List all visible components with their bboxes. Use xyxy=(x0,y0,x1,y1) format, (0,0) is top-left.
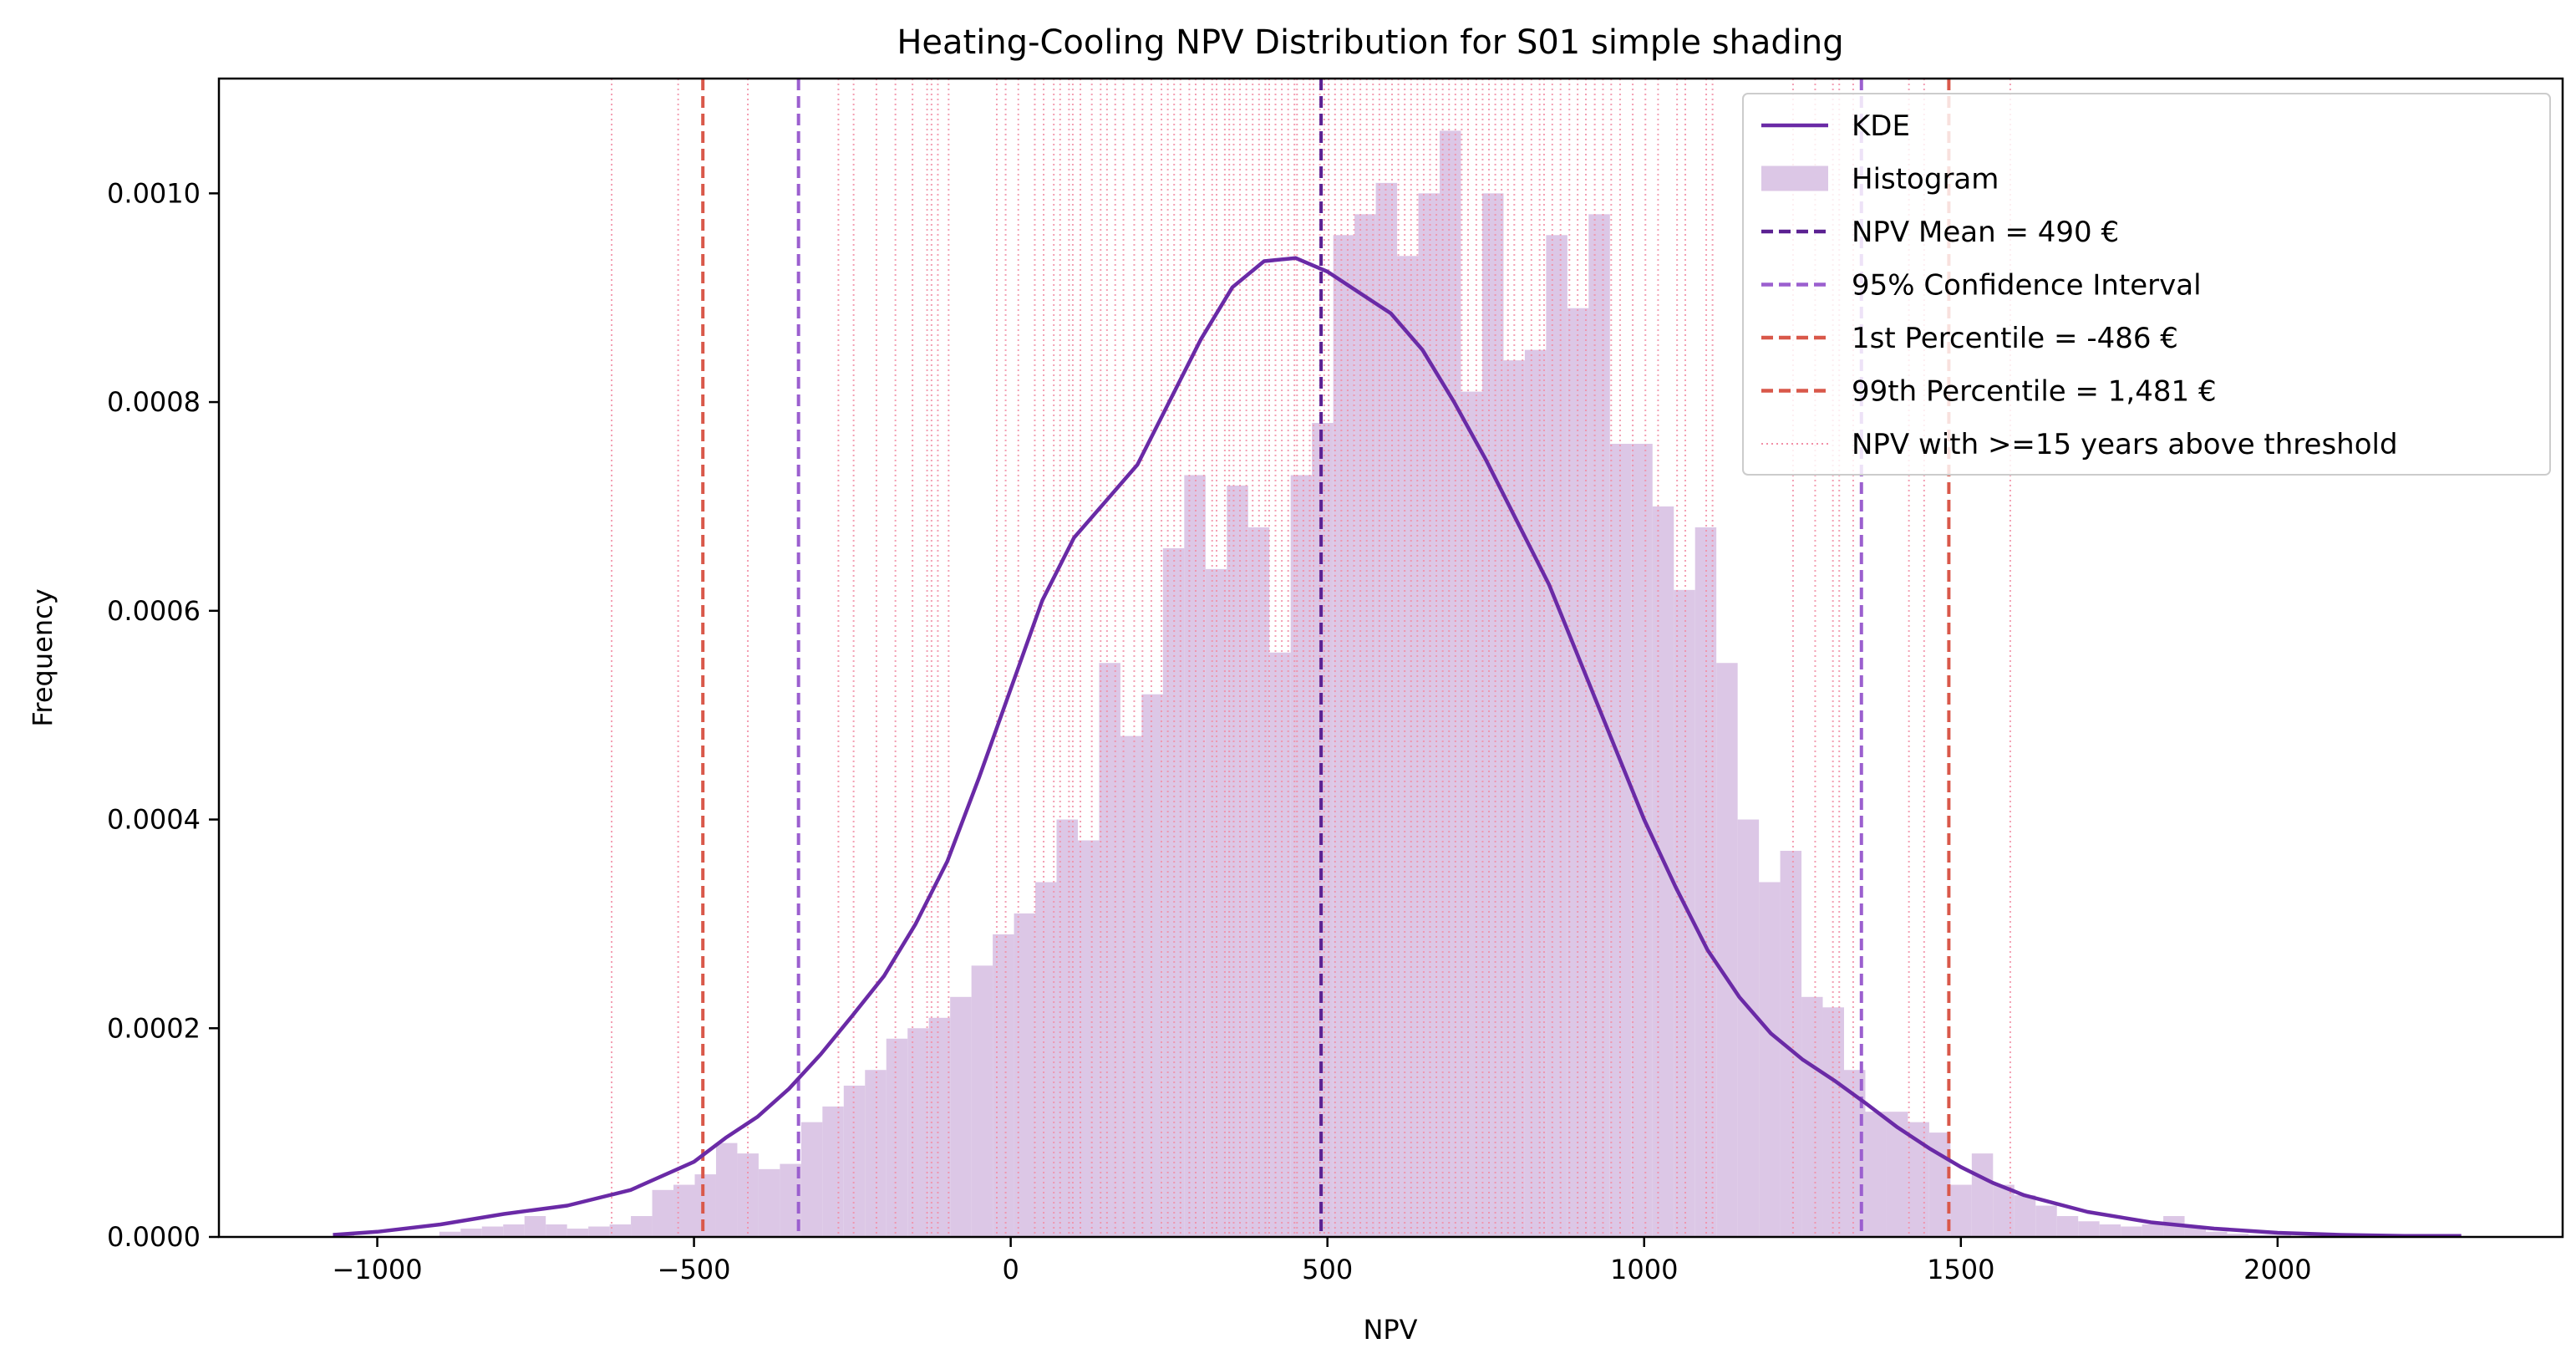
y-tick-label: 0.0002 xyxy=(107,1012,201,1044)
histogram-bar xyxy=(1737,819,1760,1237)
histogram-bar xyxy=(2035,1205,2057,1237)
chart-title: Heating-Cooling NPV Distribution for S01… xyxy=(897,23,1843,62)
legend-label: 1st Percentile = -486 € xyxy=(1852,322,2178,355)
histogram-bar xyxy=(1035,882,1057,1237)
histogram-bar xyxy=(1141,694,1163,1237)
y-tick-label: 0.0006 xyxy=(107,595,201,627)
histogram-bar xyxy=(1759,882,1781,1237)
y-tick-label: 0.0008 xyxy=(107,386,201,418)
histogram-bar xyxy=(1099,663,1120,1237)
histogram-bar xyxy=(588,1226,610,1237)
plot-area xyxy=(333,79,2462,1237)
histogram-bar xyxy=(1631,444,1653,1237)
x-tick-label: −500 xyxy=(658,1254,731,1285)
legend-box xyxy=(1742,93,2551,476)
legend-label: KDE xyxy=(1852,109,1910,143)
histogram-bar xyxy=(2078,1221,2100,1237)
histogram-bar xyxy=(1524,349,1547,1237)
histogram-bar xyxy=(2056,1216,2079,1237)
histogram-bar xyxy=(673,1184,695,1237)
legend-label: NPV Mean = 490 € xyxy=(1852,216,2119,249)
histogram-bar xyxy=(567,1229,589,1237)
histogram-bar xyxy=(460,1229,482,1237)
histogram-bar xyxy=(843,1085,866,1237)
histogram-bar xyxy=(2099,1224,2121,1237)
legend: KDE Histogram NPV Mean = 490 € 95% Confiden… xyxy=(1742,93,2551,476)
histogram-bar xyxy=(950,996,972,1237)
x-tick-label: 500 xyxy=(1302,1254,1353,1285)
histogram-bar xyxy=(609,1224,632,1237)
legend-label: NPV with >=15 years above threshold xyxy=(1852,428,2398,461)
y-axis-label: Frequency xyxy=(27,588,58,726)
histogram-bar xyxy=(715,1143,738,1237)
histogram-bar xyxy=(524,1216,546,1237)
histogram-bar xyxy=(758,1168,780,1237)
x-tick-label: 2000 xyxy=(2243,1254,2311,1285)
axes: −1000 −500 0 500 1000 1500 2000 0.0000 0.0002 0.0… xyxy=(107,177,2312,1285)
histogram-bar xyxy=(1269,652,1291,1237)
histogram-bar xyxy=(1971,1153,1994,1237)
y-tick-label: 0.0010 xyxy=(107,177,201,209)
histogram-bar xyxy=(737,1153,759,1237)
histogram-bar xyxy=(971,965,993,1237)
x-axis-label: NPV xyxy=(1363,1314,1417,1346)
histogram-bar xyxy=(1950,1184,1972,1237)
kde-curve xyxy=(333,256,2462,1237)
histogram-bar xyxy=(481,1226,504,1237)
histogram-bar xyxy=(2227,1234,2248,1237)
histogram-bar xyxy=(2121,1226,2142,1237)
x-tick-label: 0 xyxy=(1002,1254,1019,1285)
histogram-bar xyxy=(907,1028,929,1237)
plot-content xyxy=(333,79,2462,1237)
histogram-bar xyxy=(694,1174,716,1237)
plot-frame xyxy=(217,77,2564,1239)
histogram-bar xyxy=(1993,1184,2015,1237)
legend-label: Histogram xyxy=(1852,163,1999,196)
histogram-bar xyxy=(1333,235,1355,1237)
y-tick-label: 0.0004 xyxy=(107,804,201,836)
histogram-bar xyxy=(822,1106,844,1237)
x-tick-label: −1000 xyxy=(332,1254,422,1285)
histogram-bar xyxy=(2014,1195,2036,1237)
histogram-bar xyxy=(1461,391,1482,1237)
histogram-bar xyxy=(1397,256,1419,1237)
histogram-bar xyxy=(1481,193,1504,1237)
histogram-bar xyxy=(1227,485,1248,1237)
y-tick-label: 0.0000 xyxy=(107,1221,201,1253)
histogram-bar xyxy=(886,1038,908,1237)
histogram-bar xyxy=(1674,589,1695,1237)
histogram-bar xyxy=(1503,360,1525,1237)
legend-label: 95% Confidence Interval xyxy=(1852,269,2202,303)
histogram-bar xyxy=(2142,1224,2164,1237)
x-tick-label: 1500 xyxy=(1927,1254,1994,1285)
histogram-bar xyxy=(928,1017,951,1237)
histogram-bar xyxy=(1546,235,1567,1237)
histogram-bar xyxy=(993,934,1014,1237)
histogram-bar xyxy=(1014,913,1036,1237)
histogram-bar xyxy=(2206,1231,2228,1237)
legend-label: 99th Percentile = 1,481 € xyxy=(1852,375,2217,409)
histogram-bar xyxy=(1716,663,1738,1237)
histogram-bar xyxy=(503,1224,525,1237)
histogram-bar xyxy=(1652,506,1674,1237)
legend-swatch xyxy=(1761,165,1828,191)
histogram-bar xyxy=(1077,840,1100,1237)
histogram-bar xyxy=(1865,1112,1887,1237)
x-tick-label: 1000 xyxy=(1610,1254,1678,1285)
histogram-bar xyxy=(631,1216,653,1237)
histogram-bar xyxy=(1440,130,1461,1237)
histogram-bar xyxy=(1801,996,1823,1237)
histogram-bar xyxy=(546,1224,567,1237)
histogram-bar xyxy=(652,1189,674,1237)
histogram-bar xyxy=(1375,182,1398,1237)
histogram-bar xyxy=(439,1231,461,1237)
histogram-bar xyxy=(800,1122,823,1237)
